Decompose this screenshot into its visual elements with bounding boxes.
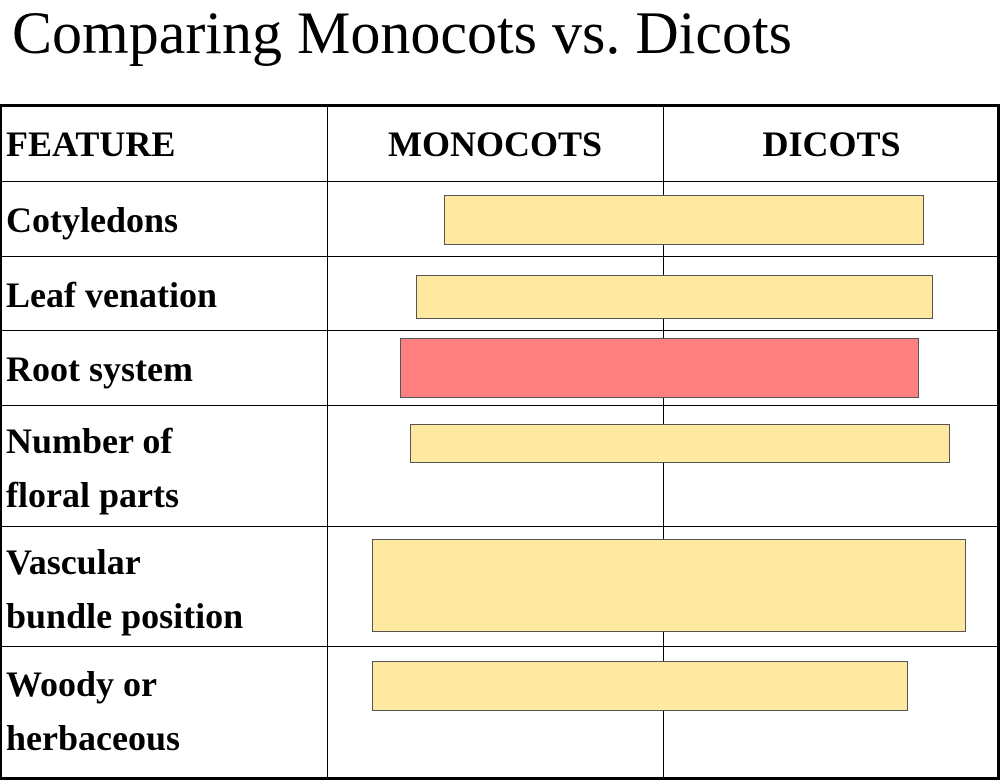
feature-label-line: Cotyledons [6,200,179,240]
row-divider [2,181,997,182]
feature-label: Leaf venation [6,268,217,322]
row-divider [2,256,997,257]
answer-cover-vascular-bundle[interactable] [372,539,966,632]
column-divider [327,107,328,777]
header-monocots: MONOCOTS [387,124,602,164]
feature-label-line: Number of [6,421,173,461]
feature-label: Root system [6,342,193,396]
comparison-table: FEATURE MONOCOTS DICOTS Cotyledons Leaf … [0,104,1000,780]
feature-label-line: Woody or [6,664,158,704]
row-divider [2,526,997,527]
feature-label-line: floral parts [6,475,179,515]
row-divider [2,405,997,406]
feature-label-line: herbaceous [6,718,180,758]
header-dicots: DICOTS [762,124,901,164]
feature-label: Vascular bundle position [6,535,243,643]
slide-title: Comparing Monocots vs. Dicots [12,0,792,66]
row-divider [2,646,997,647]
feature-label: Woody or herbaceous [6,657,180,765]
feature-label: Cotyledons [6,193,178,247]
feature-label-line: Leaf venation [6,275,217,315]
answer-cover-cotyledons[interactable] [444,195,924,245]
feature-label: Number of floral parts [6,414,179,522]
answer-cover-woody-herbaceous[interactable] [372,661,908,711]
answer-cover-root-system[interactable] [400,338,919,398]
row-divider [2,330,997,331]
answer-cover-leaf-venation[interactable] [416,275,933,319]
feature-label-line: Root system [6,349,193,389]
feature-label-line: Vascular [6,542,141,582]
answer-cover-floral-parts[interactable] [410,424,950,463]
feature-label-line: bundle position [6,596,244,636]
header-feature: FEATURE [6,124,176,164]
